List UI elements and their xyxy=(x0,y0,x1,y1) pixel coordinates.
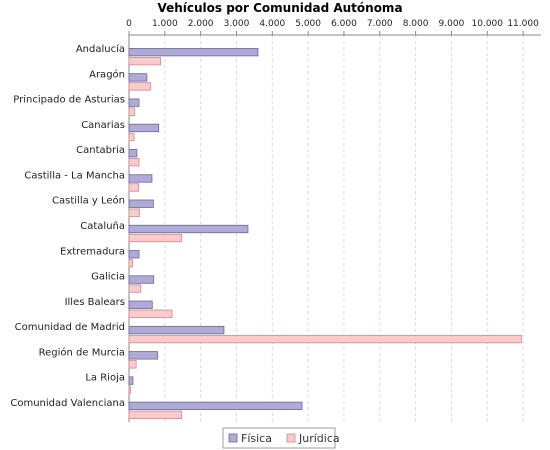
bar xyxy=(128,149,138,158)
category-labels: Andalucía Aragón Principado de Asturias Can… xyxy=(10,43,125,409)
legend-label: Física xyxy=(241,432,272,445)
category-label: Castilla - La Mancha xyxy=(24,170,125,181)
bar xyxy=(128,208,140,217)
bar xyxy=(128,233,183,243)
bar xyxy=(128,309,173,318)
bar xyxy=(128,224,249,234)
bar xyxy=(128,250,140,259)
category-label: Cantabria xyxy=(76,145,125,156)
chart-title: Vehículos por Comunidad Autónoma xyxy=(157,1,402,15)
category-label: Principado de Asturias xyxy=(13,95,125,106)
x-tick-label: 8.000 xyxy=(403,19,429,29)
bar xyxy=(128,410,183,420)
bar xyxy=(128,199,154,208)
bar xyxy=(128,351,159,360)
bar xyxy=(128,300,153,309)
bar xyxy=(128,376,134,385)
bar xyxy=(128,47,259,57)
bar xyxy=(128,73,148,82)
x-axis: 0 1.000 2.000 3.000 4.000 5.000 6.000 7.000 8.00… xyxy=(126,19,541,422)
bar xyxy=(128,98,140,107)
category-label: La Rioja xyxy=(85,373,125,384)
category-label: Extremadura xyxy=(60,246,125,257)
x-tick-label: 1.000 xyxy=(152,19,178,29)
x-tick-label: 10.000 xyxy=(472,19,504,29)
bar xyxy=(128,158,140,167)
bar xyxy=(128,259,133,268)
bar xyxy=(128,385,131,394)
bars xyxy=(128,47,522,420)
bar xyxy=(128,56,161,66)
category-label: Región de Murcia xyxy=(39,346,125,358)
legend: Física Jurídica xyxy=(222,427,340,449)
category-label: Cataluña xyxy=(80,221,125,232)
category-label: Andalucía xyxy=(76,43,125,55)
bar xyxy=(128,132,135,142)
x-tick-label: 0 xyxy=(126,19,132,29)
category-label: Canarias xyxy=(81,120,125,131)
bar xyxy=(128,123,160,133)
x-tick-label: 6.000 xyxy=(331,19,357,29)
x-tick-label: 3.000 xyxy=(224,19,250,29)
bar xyxy=(128,183,140,192)
x-tick-label: 4.000 xyxy=(259,19,285,29)
category-label: Aragón xyxy=(89,68,125,80)
category-label: Galicia xyxy=(91,272,125,283)
x-tick-label: 11.000 xyxy=(507,19,539,29)
bar xyxy=(128,275,155,284)
bar xyxy=(128,325,225,335)
x-tick-label: 9.000 xyxy=(439,19,465,29)
bar xyxy=(128,82,151,91)
legend-label: Jurídica xyxy=(298,432,340,445)
x-tick-label: 7.000 xyxy=(367,19,393,29)
category-label: Comunidad de Madrid xyxy=(15,322,125,333)
bar xyxy=(128,401,303,411)
legend-swatch xyxy=(228,433,238,443)
category-label: Castilla y León xyxy=(52,195,125,207)
bar xyxy=(128,174,153,183)
category-label: Illes Balears xyxy=(65,297,125,308)
bar xyxy=(128,107,136,116)
bar xyxy=(128,334,522,344)
legend-swatch xyxy=(286,433,296,443)
bar xyxy=(128,284,142,293)
x-tick-label: 5.000 xyxy=(295,19,321,29)
category-label: Comunidad Valenciana xyxy=(10,398,125,409)
legend-box xyxy=(222,427,336,449)
bar xyxy=(128,360,137,369)
x-tick-label: 2.000 xyxy=(188,19,214,29)
